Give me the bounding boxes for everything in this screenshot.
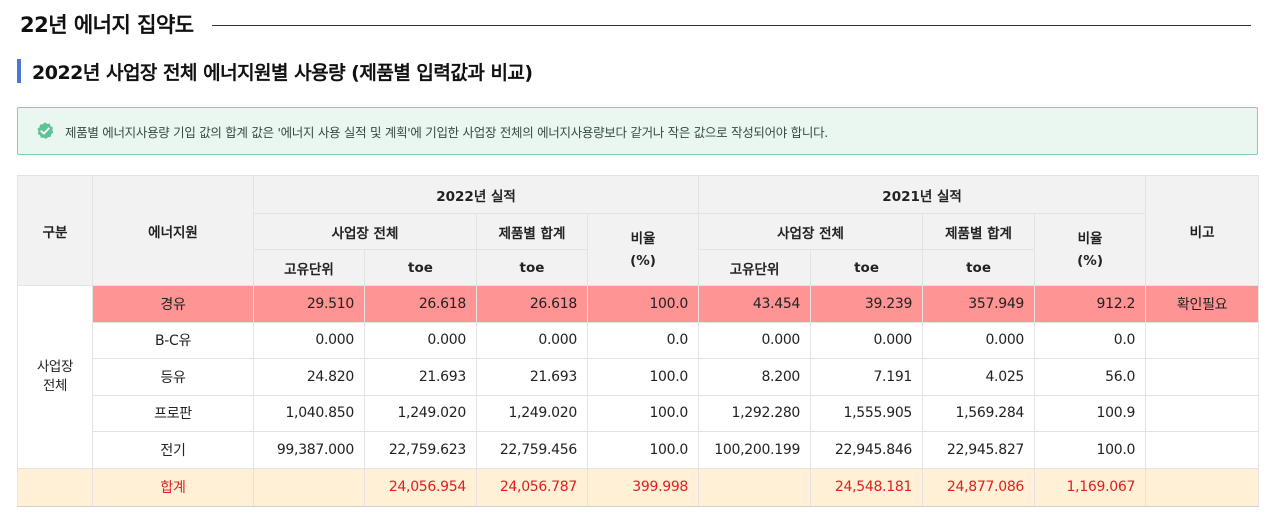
header-note: 비고 bbox=[1145, 175, 1260, 286]
cell-2021-product: 1,569.284 bbox=[922, 394, 1036, 432]
header-2022-product-sum: 제품별 합계 bbox=[476, 213, 588, 250]
cell-2021-ratio: 56.0 bbox=[1034, 358, 1147, 396]
energy-name: 프로판 bbox=[92, 394, 254, 432]
section-accent-bar bbox=[17, 59, 21, 83]
ratio-label: 비율 (%) bbox=[630, 230, 656, 269]
total-2022-product: 24,056.787 bbox=[476, 467, 588, 507]
verified-check-icon bbox=[35, 121, 55, 141]
table-row: 사업장 전체 경유 29.510 26.618 26.618 100.0 43.… bbox=[17, 285, 1260, 469]
cell-2022-native: 29.510 bbox=[253, 285, 365, 323]
cell-2021-native: 100,200.199 bbox=[698, 431, 812, 469]
header-2021-toe: toe bbox=[810, 249, 924, 286]
cell-2021-ratio: 100.0 bbox=[1034, 431, 1147, 469]
header-2022-site-total: 사업장 전체 bbox=[253, 213, 477, 250]
cell-2021-toe: 1,555.905 bbox=[810, 394, 924, 432]
total-2021-ratio: 1,169.067 bbox=[1034, 467, 1147, 507]
cell-2022-ratio: 100.0 bbox=[586, 358, 700, 396]
cell-2022-product: 22,759.456 bbox=[476, 431, 588, 469]
total-2021-native bbox=[698, 467, 812, 507]
total-2021-toe: 24,548.181 bbox=[810, 467, 924, 507]
total-2021-product: 24,877.086 bbox=[922, 467, 1036, 507]
total-2022-native bbox=[253, 467, 365, 507]
section-heading: 2022년 사업장 전체 에너지원별 사용량 (제품별 입력값과 비교) bbox=[17, 57, 533, 85]
cell-2022-toe: 22,759.623 bbox=[364, 431, 477, 469]
header-2021-product-toe: toe bbox=[922, 249, 1036, 286]
table-row: B-C유 0.000 0.000 0.000 0.0 0.000 0.000 0… bbox=[18, 321, 1260, 359]
cell-2022-product: 26.618 bbox=[476, 285, 588, 323]
energy-name: 경유 bbox=[92, 285, 254, 323]
cell-2021-toe: 39.239 bbox=[810, 285, 924, 323]
cell-2021-native: 43.454 bbox=[698, 285, 812, 323]
header-2021-ratio: 비율 (%) bbox=[1034, 213, 1147, 286]
cell-2021-product: 22,945.827 bbox=[922, 431, 1036, 469]
section-title: 2022년 사업장 전체 에너지원별 사용량 (제품별 입력값과 비교) bbox=[32, 61, 533, 84]
cell-note bbox=[1145, 431, 1260, 469]
energy-name: 등유 bbox=[92, 358, 254, 396]
group-label-text: 사업장 전체 bbox=[36, 358, 74, 394]
cell-2022-native: 99,387.000 bbox=[253, 431, 365, 469]
notice-box: 제품별 에너지사용량 기입 값의 합계 값은 '에너지 사용 실적 및 계획'에… bbox=[17, 107, 1258, 155]
cell-2021-native: 0.000 bbox=[698, 321, 812, 359]
cell-2022-ratio: 100.0 bbox=[586, 431, 700, 469]
cell-2021-product: 357.949 bbox=[922, 285, 1036, 323]
ratio-label: 비율 (%) bbox=[1077, 230, 1103, 269]
cell-2022-ratio: 100.0 bbox=[586, 394, 700, 432]
header-divider bbox=[211, 24, 1251, 26]
cell-2021-ratio: 0.0 bbox=[1034, 321, 1147, 359]
header-2021-site-total: 사업장 전체 bbox=[698, 213, 924, 250]
cell-2022-product: 21.693 bbox=[476, 358, 588, 396]
header-2022-native-unit: 고유단위 bbox=[253, 249, 365, 286]
cell-2022-native: 0.000 bbox=[253, 321, 365, 359]
cell-note bbox=[1145, 394, 1260, 432]
cell-2022-toe: 21.693 bbox=[364, 358, 477, 396]
table-row: 전기 99,387.000 22,759.623 22,759.456 100.… bbox=[18, 431, 1260, 469]
cell-2022-toe: 0.000 bbox=[364, 321, 477, 359]
header-2022-product-toe: toe bbox=[476, 249, 588, 286]
cell-2021-toe: 7.191 bbox=[810, 358, 924, 396]
total-label: 합계 bbox=[92, 467, 254, 507]
cell-2022-product: 1,249.020 bbox=[476, 394, 588, 432]
cell-2022-product: 0.000 bbox=[476, 321, 588, 359]
header-2021-product-sum: 제품별 합계 bbox=[922, 213, 1036, 250]
header-energy-source: 에너지원 bbox=[92, 175, 254, 286]
cell-note bbox=[1145, 321, 1260, 359]
header-2021-native-unit: 고유단위 bbox=[698, 249, 812, 286]
cell-note bbox=[1145, 358, 1260, 396]
header-category: 구분 bbox=[17, 175, 93, 286]
cell-2022-ratio: 100.0 bbox=[586, 285, 700, 323]
header-year-2021: 2021년 실적 bbox=[698, 175, 1147, 214]
total-note bbox=[1145, 467, 1260, 507]
cell-2021-toe: 22,945.846 bbox=[810, 431, 924, 469]
cell-2021-ratio: 912.2 bbox=[1034, 285, 1147, 323]
table-row: 등유 24.820 21.693 21.693 100.0 8.200 7.19… bbox=[18, 358, 1260, 396]
total-2022-ratio: 399.998 bbox=[586, 467, 700, 507]
header-2022-ratio: 비율 (%) bbox=[586, 213, 700, 286]
total-2022-toe: 24,056.954 bbox=[364, 467, 477, 507]
cell-2022-native: 24.820 bbox=[253, 358, 365, 396]
cell-2022-toe: 1,249.020 bbox=[364, 394, 477, 432]
energy-name: B-C유 bbox=[92, 321, 254, 359]
cell-note: 확인필요 bbox=[1145, 285, 1260, 323]
energy-name: 전기 bbox=[92, 431, 254, 469]
cell-2021-product: 4.025 bbox=[922, 358, 1036, 396]
cell-2021-product: 0.000 bbox=[922, 321, 1036, 359]
cell-2021-toe: 0.000 bbox=[810, 321, 924, 359]
page-header: 22년 에너지 집약도 bbox=[20, 8, 1251, 40]
header-year-2022: 2022년 실적 bbox=[252, 175, 700, 214]
cell-2022-native: 1,040.850 bbox=[253, 394, 365, 432]
table-row: 프로판 1,040.850 1,249.020 1,249.020 100.0 … bbox=[18, 394, 1260, 432]
total-empty-cell bbox=[17, 467, 93, 507]
cell-2022-toe: 26.618 bbox=[364, 285, 477, 323]
cell-2021-native: 1,292.280 bbox=[698, 394, 812, 432]
header-2022-toe: toe bbox=[364, 249, 477, 286]
cell-2021-native: 8.200 bbox=[698, 358, 812, 396]
total-row: 합계 24,056.954 24,056.787 399.998 24,548.… bbox=[17, 467, 1260, 507]
energy-usage-table: 구분 에너지원 2022년 실적 2021년 실적 비고 사업장 전체 제품별 … bbox=[17, 175, 1260, 507]
cell-2022-ratio: 0.0 bbox=[586, 321, 700, 359]
group-label: 사업장 전체 bbox=[17, 285, 93, 469]
page-title: 22년 에너지 집약도 bbox=[20, 13, 194, 37]
notice-text: 제품별 에너지사용량 기입 값의 합계 값은 '에너지 사용 실적 및 계획'에… bbox=[65, 124, 828, 140]
cell-2021-ratio: 100.9 bbox=[1034, 394, 1147, 432]
